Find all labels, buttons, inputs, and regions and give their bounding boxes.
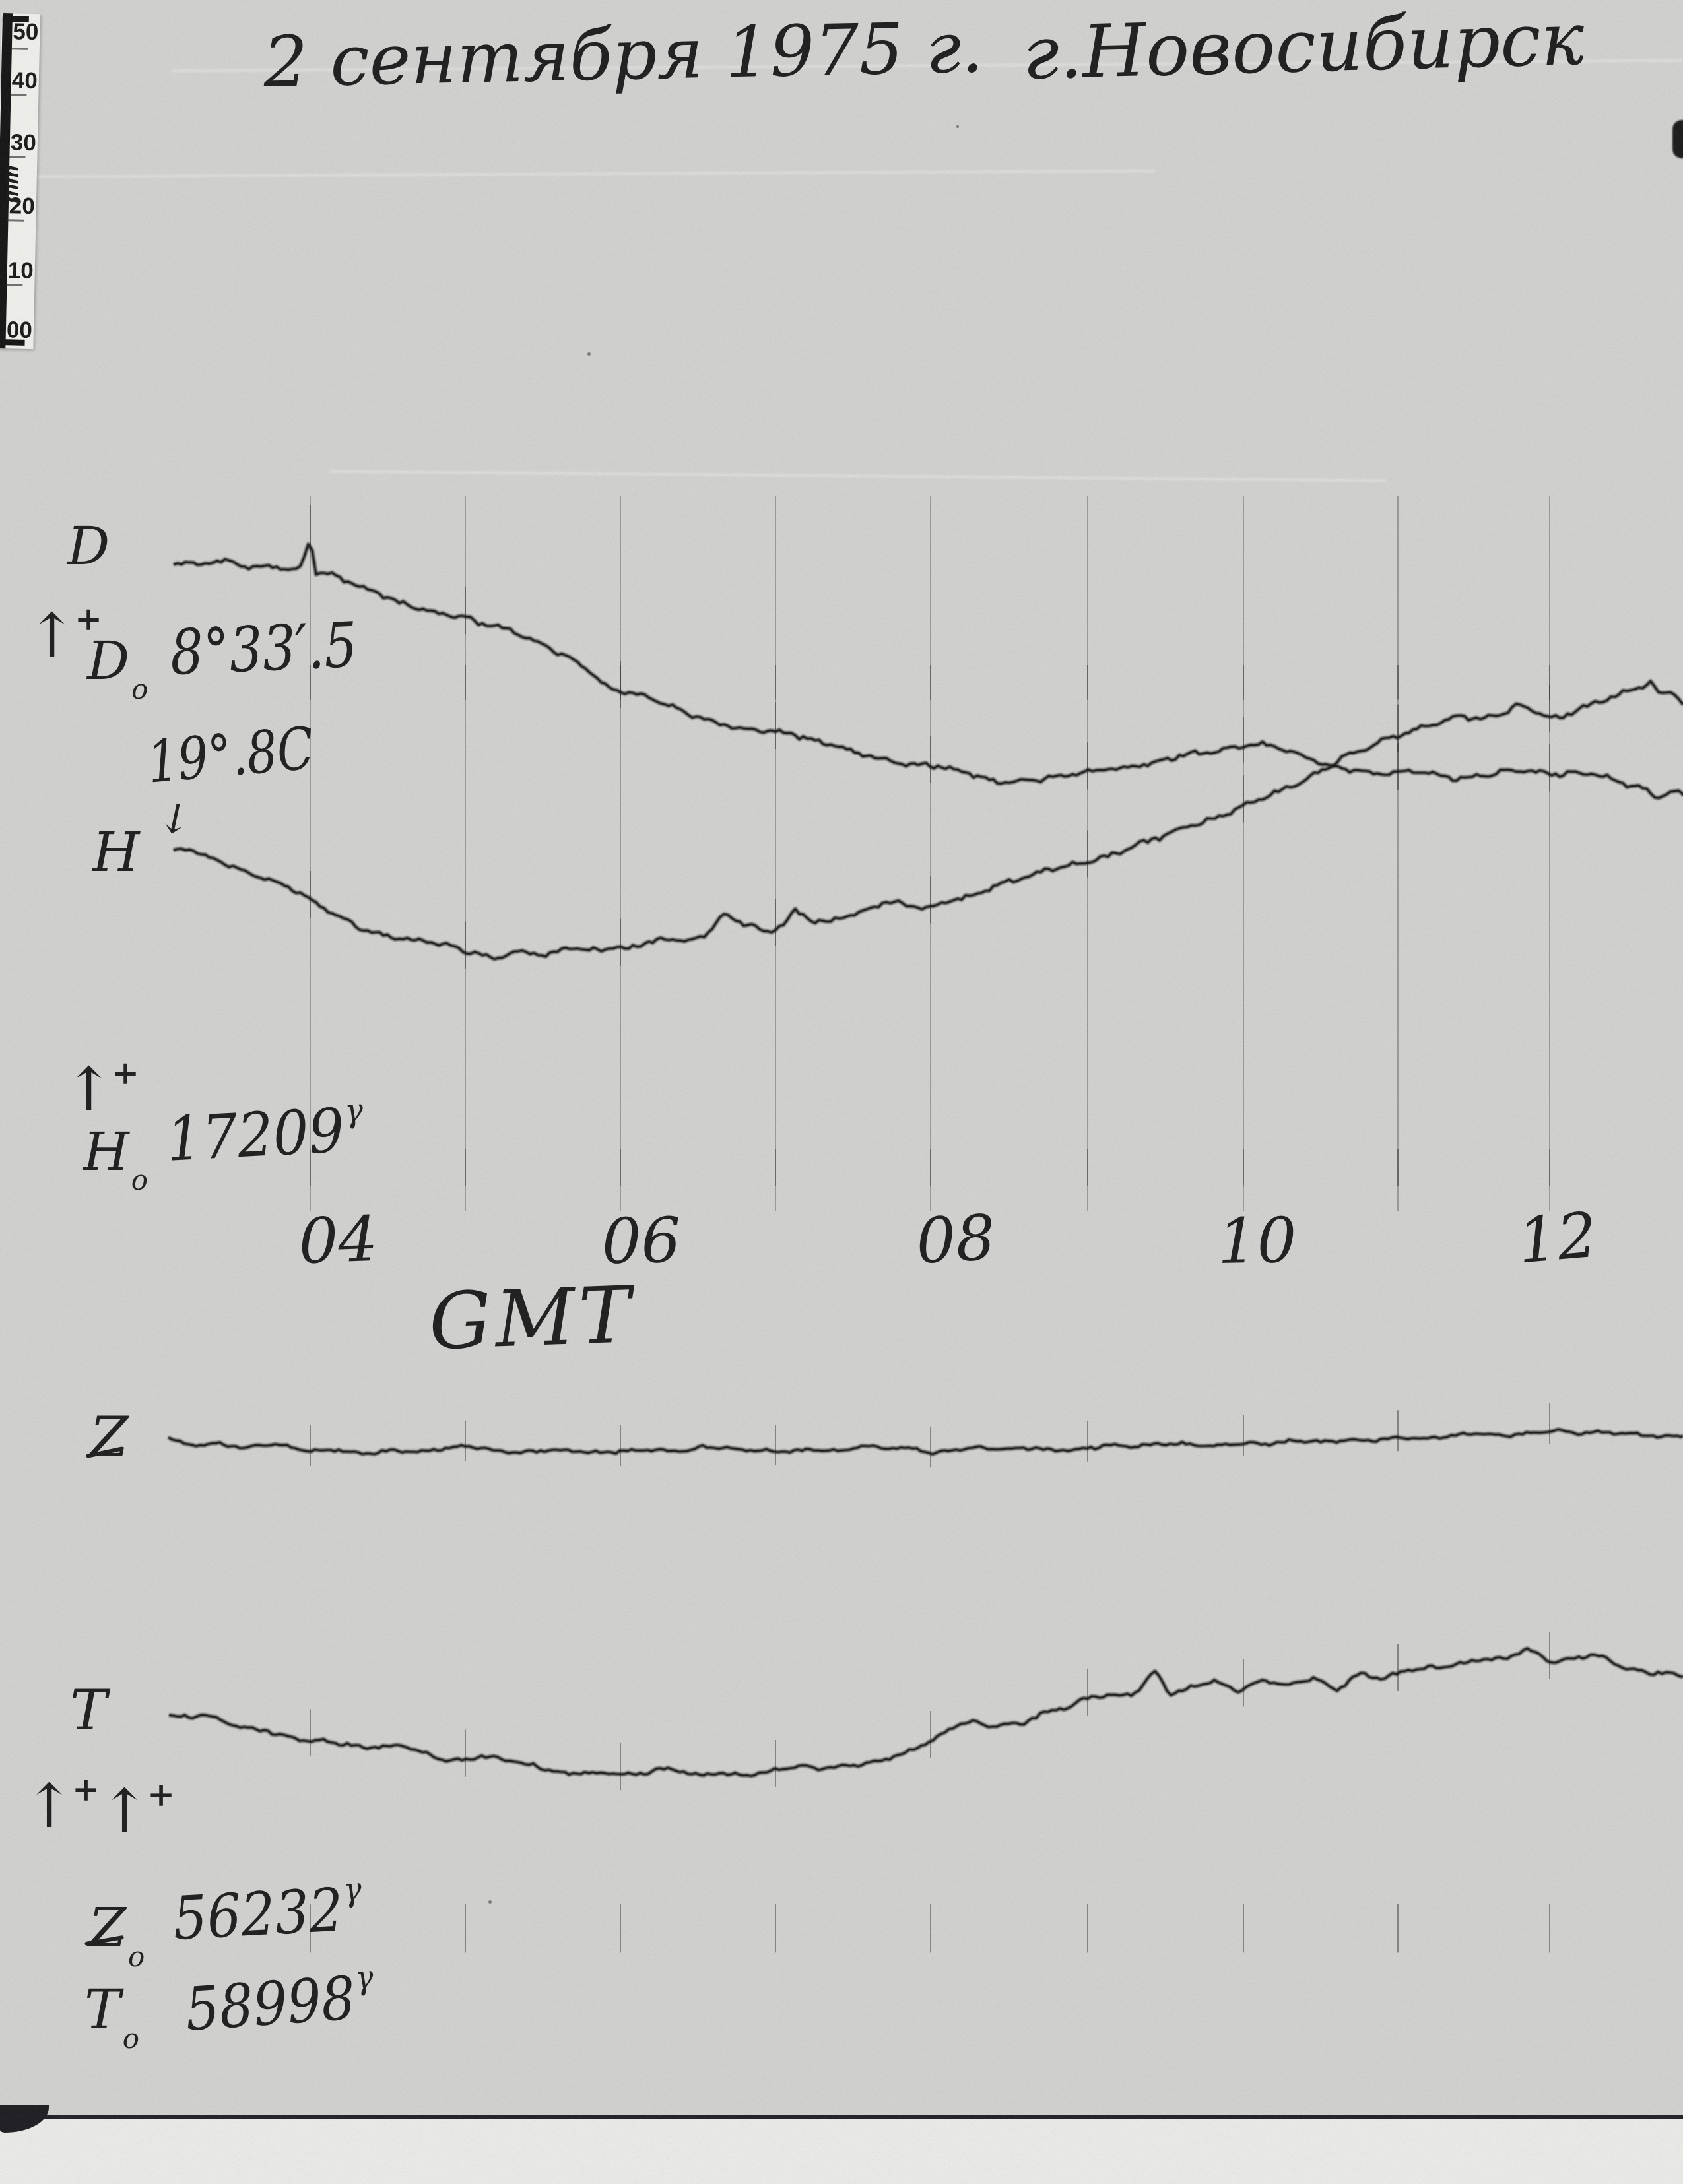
- scale-arrow-t: ↑+: [99, 1778, 178, 1842]
- z0-letter: Z: [88, 1897, 126, 1960]
- baseline-value-h0: 17209γ: [165, 1091, 364, 1175]
- paper-edge: [0, 2115, 1683, 2184]
- ruler-tick: [9, 156, 26, 158]
- up-arrow-icon: ↑: [26, 600, 78, 671]
- z0-subscript: o: [127, 1941, 145, 1973]
- ruler-unit-label: mm: [0, 165, 24, 203]
- t0-subscript: o: [122, 2022, 139, 2055]
- up-arrow-icon: ↑: [24, 1771, 75, 1842]
- ruler-tick: [7, 219, 24, 222]
- time-label-08: 08: [914, 1202, 997, 1278]
- h0-letter: H: [83, 1121, 129, 1182]
- plus-sign: +: [72, 1770, 100, 1809]
- temperature-value: 19°.8C: [145, 714, 317, 796]
- d0-subscript: o: [131, 673, 148, 705]
- cut-off-letter: [1672, 120, 1683, 158]
- scale-arrow-z: ↑+: [24, 1773, 102, 1837]
- scale-arrow-h: ↑+: [63, 1056, 142, 1120]
- baseline-label-z0: Zo: [88, 1902, 145, 1971]
- ruler-tick: [10, 94, 27, 96]
- baseline-value-z0: 56232γ: [172, 1870, 363, 1954]
- trace-label-d: D: [67, 515, 110, 577]
- ruler-label-30: 30: [10, 129, 37, 156]
- trace-label-h: H: [92, 821, 140, 884]
- t0-letter: T: [84, 1979, 121, 2041]
- plus-sign: +: [147, 1775, 175, 1814]
- time-label-04: 04: [297, 1203, 380, 1278]
- ruler-label-10: 10: [7, 257, 34, 284]
- baseline-label-h0: Ho: [83, 1126, 148, 1194]
- trace-label-t: T: [70, 1678, 108, 1743]
- mm-scale-ruler: 50 40 30 20 10 00 mm: [0, 13, 40, 350]
- h0-subscript: o: [131, 1164, 148, 1196]
- plus-sign: +: [112, 1053, 139, 1092]
- up-arrow-icon: ↑: [63, 1054, 115, 1125]
- t0-number: 58998: [183, 1964, 358, 2045]
- ruler-label-40: 40: [11, 67, 38, 94]
- ruler-tick: [6, 284, 23, 286]
- gamma-unit: γ: [343, 1091, 364, 1130]
- baseline-label-t0: To: [84, 1983, 139, 2053]
- up-arrow-icon: ↑: [99, 1776, 150, 1847]
- z0-number: 56232: [171, 1875, 345, 1954]
- trace-label-z: Z: [90, 1405, 129, 1469]
- d0-letter: D: [87, 630, 130, 691]
- ruler-tick: [11, 48, 28, 50]
- time-label-12: 12: [1515, 1199, 1600, 1278]
- ruler-label-00: 00: [6, 317, 33, 344]
- time-label-06: 06: [601, 1204, 682, 1278]
- time-label-10: 10: [1216, 1204, 1298, 1278]
- h0-number: 17209: [164, 1095, 346, 1175]
- baseline-value-d0: 8°33′.5: [168, 609, 359, 690]
- gamma-unit: γ: [354, 1957, 375, 1997]
- time-axis-unit: GMT: [427, 1269, 637, 1367]
- baseline-label-d0: Do: [87, 635, 148, 703]
- baseline-value-t0: 58998γ: [183, 1958, 375, 2045]
- ruler-label-50: 50: [13, 18, 39, 46]
- title-station: г.Новосибирск: [1021, 0, 1585, 96]
- gamma-unit: γ: [343, 1869, 363, 1910]
- title-date: 2 сентября 1975 г.: [262, 7, 985, 103]
